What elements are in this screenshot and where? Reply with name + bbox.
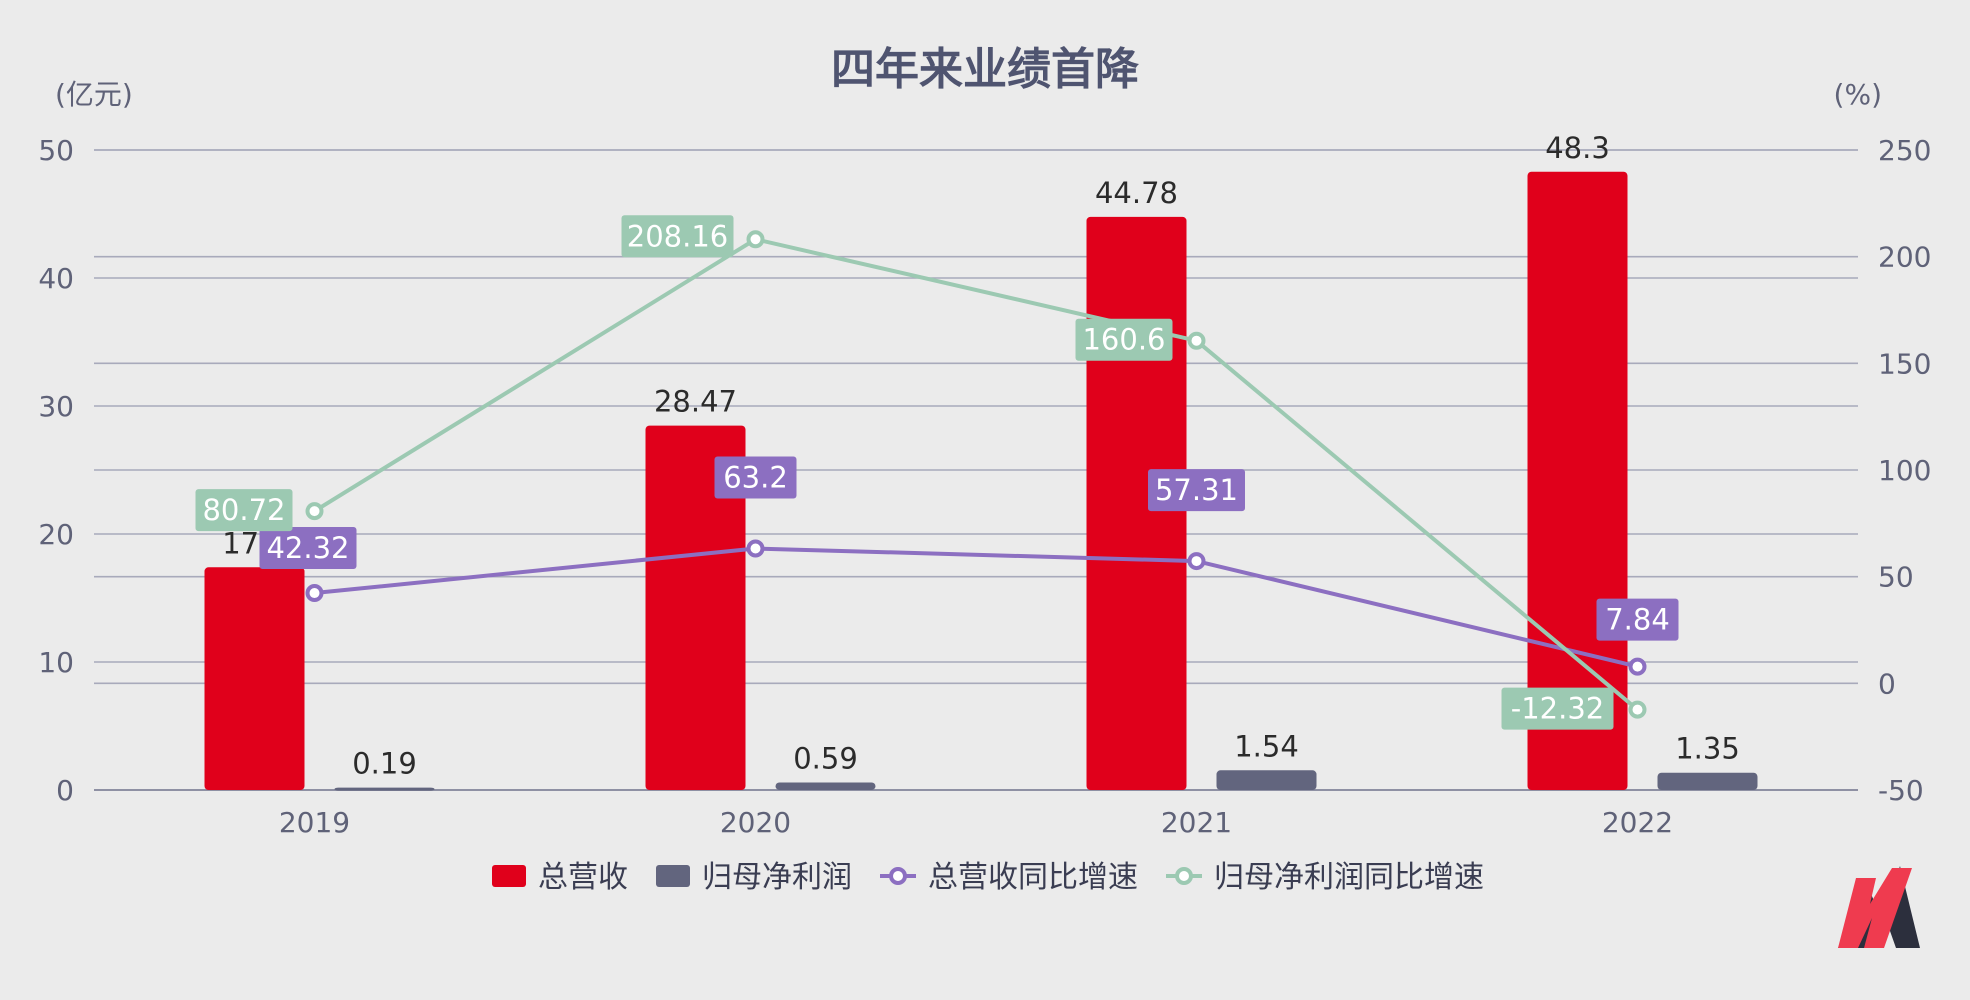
profit-growth-tag (621, 215, 734, 258)
revenue-bar (645, 425, 746, 790)
profit-growth-label: -12.32 (1511, 692, 1605, 726)
y-right-tick-label: 200 (1878, 241, 1931, 274)
x-tick-label: 2019 (279, 806, 350, 839)
legend-label: 归母净利润 (702, 860, 852, 895)
legend-label: 归母净利润同比增速 (1214, 860, 1484, 895)
y-right-tick-label: 0 (1878, 667, 1896, 700)
y-left-tick-label: 0 (56, 774, 74, 807)
axes: 0 10 20 30 40 50 -50 0 50 100 150 200 250 2019 2020 202… (38, 134, 1931, 839)
revenue-growth-point (1187, 552, 1206, 571)
revenue-growth-label: 42.32 (266, 531, 349, 565)
revenue-growth-line (314, 546, 1638, 669)
revenue-growth-tag (259, 527, 357, 570)
legend-swatch (656, 865, 690, 887)
profit-growth-line (313, 237, 1639, 712)
y-right-tick-label: 250 (1878, 134, 1931, 167)
revenue-growth-tag (714, 456, 797, 499)
profit-growth-label: 80.72 (202, 493, 285, 527)
legend-marker (889, 867, 907, 885)
y-right-tick-label: -50 (1878, 774, 1924, 807)
y-left-tick-label: 40 (38, 262, 74, 295)
lines (305, 230, 1647, 719)
revenue-growth-tag (1148, 469, 1245, 512)
revenue-growth-label: 63.2 (723, 461, 788, 495)
net-profit-bar-label: 1.54 (1234, 729, 1299, 763)
profit-growth-label: 160.6 (1082, 323, 1165, 357)
revenue-growth-tag (1596, 598, 1679, 641)
revenue-growth-point (746, 539, 765, 558)
y-left-tick-label: 10 (38, 646, 74, 679)
profit-growth-point (1187, 331, 1206, 350)
revenue-growth-label: 57.31 (1155, 473, 1238, 507)
legend-label: 总营收 (538, 860, 628, 895)
profit-growth-tag (1075, 318, 1173, 361)
logo-red-stroke (1838, 868, 1912, 948)
profit-growth-point (746, 230, 765, 249)
net-profit-bar (775, 782, 876, 790)
revenue-growth-label: 7.84 (1605, 603, 1670, 637)
revenue-bar (204, 567, 305, 790)
net-profit-bar (1657, 772, 1758, 790)
profit-growth-label: 208.16 (627, 219, 728, 253)
revenue-growth-point (1628, 657, 1647, 676)
left-axis-unit: (亿元) (55, 78, 133, 111)
revenue-bar-label: 48.3 (1545, 131, 1610, 165)
y-right-tick-label: 150 (1878, 347, 1931, 380)
profit-growth-point (305, 502, 324, 521)
legend-swatch (492, 865, 526, 887)
x-tick-label: 2022 (1602, 806, 1673, 839)
y-right-tick-label: 50 (1878, 561, 1914, 594)
revenue-bar-label: 44.78 (1095, 176, 1178, 210)
profit-growth-tag (195, 489, 293, 532)
net-profit-bar (1216, 770, 1317, 790)
profit-growth-point (1628, 700, 1647, 719)
net-profit-bar-label: 0.19 (352, 747, 417, 781)
legend-marker (1175, 867, 1193, 885)
net-profit-bar (334, 787, 435, 791)
y-left-tick-label: 50 (38, 134, 74, 167)
chart-title: 四年来业绩首降 (831, 44, 1139, 95)
y-left-tick-label: 20 (38, 518, 74, 551)
x-tick-label: 2020 (720, 806, 791, 839)
right-axis-unit: (%) (1834, 78, 1882, 111)
revenue-growth-point (305, 584, 324, 603)
x-tick-label: 2021 (1161, 806, 1232, 839)
revenue-bar-label: 28.47 (654, 385, 737, 419)
profit-growth-tag (1501, 687, 1614, 730)
y-left-tick-label: 30 (38, 390, 74, 423)
legend: 总营收 归母净利润 总营收同比增速 归母净利润同比增速 (492, 860, 1484, 895)
net-profit-bar-label: 1.35 (1675, 732, 1740, 766)
brand-logo (1838, 866, 1920, 948)
legend-label: 总营收同比增速 (928, 860, 1138, 895)
y-right-tick-label: 100 (1878, 454, 1931, 487)
net-profit-bar-label: 0.59 (793, 741, 858, 775)
